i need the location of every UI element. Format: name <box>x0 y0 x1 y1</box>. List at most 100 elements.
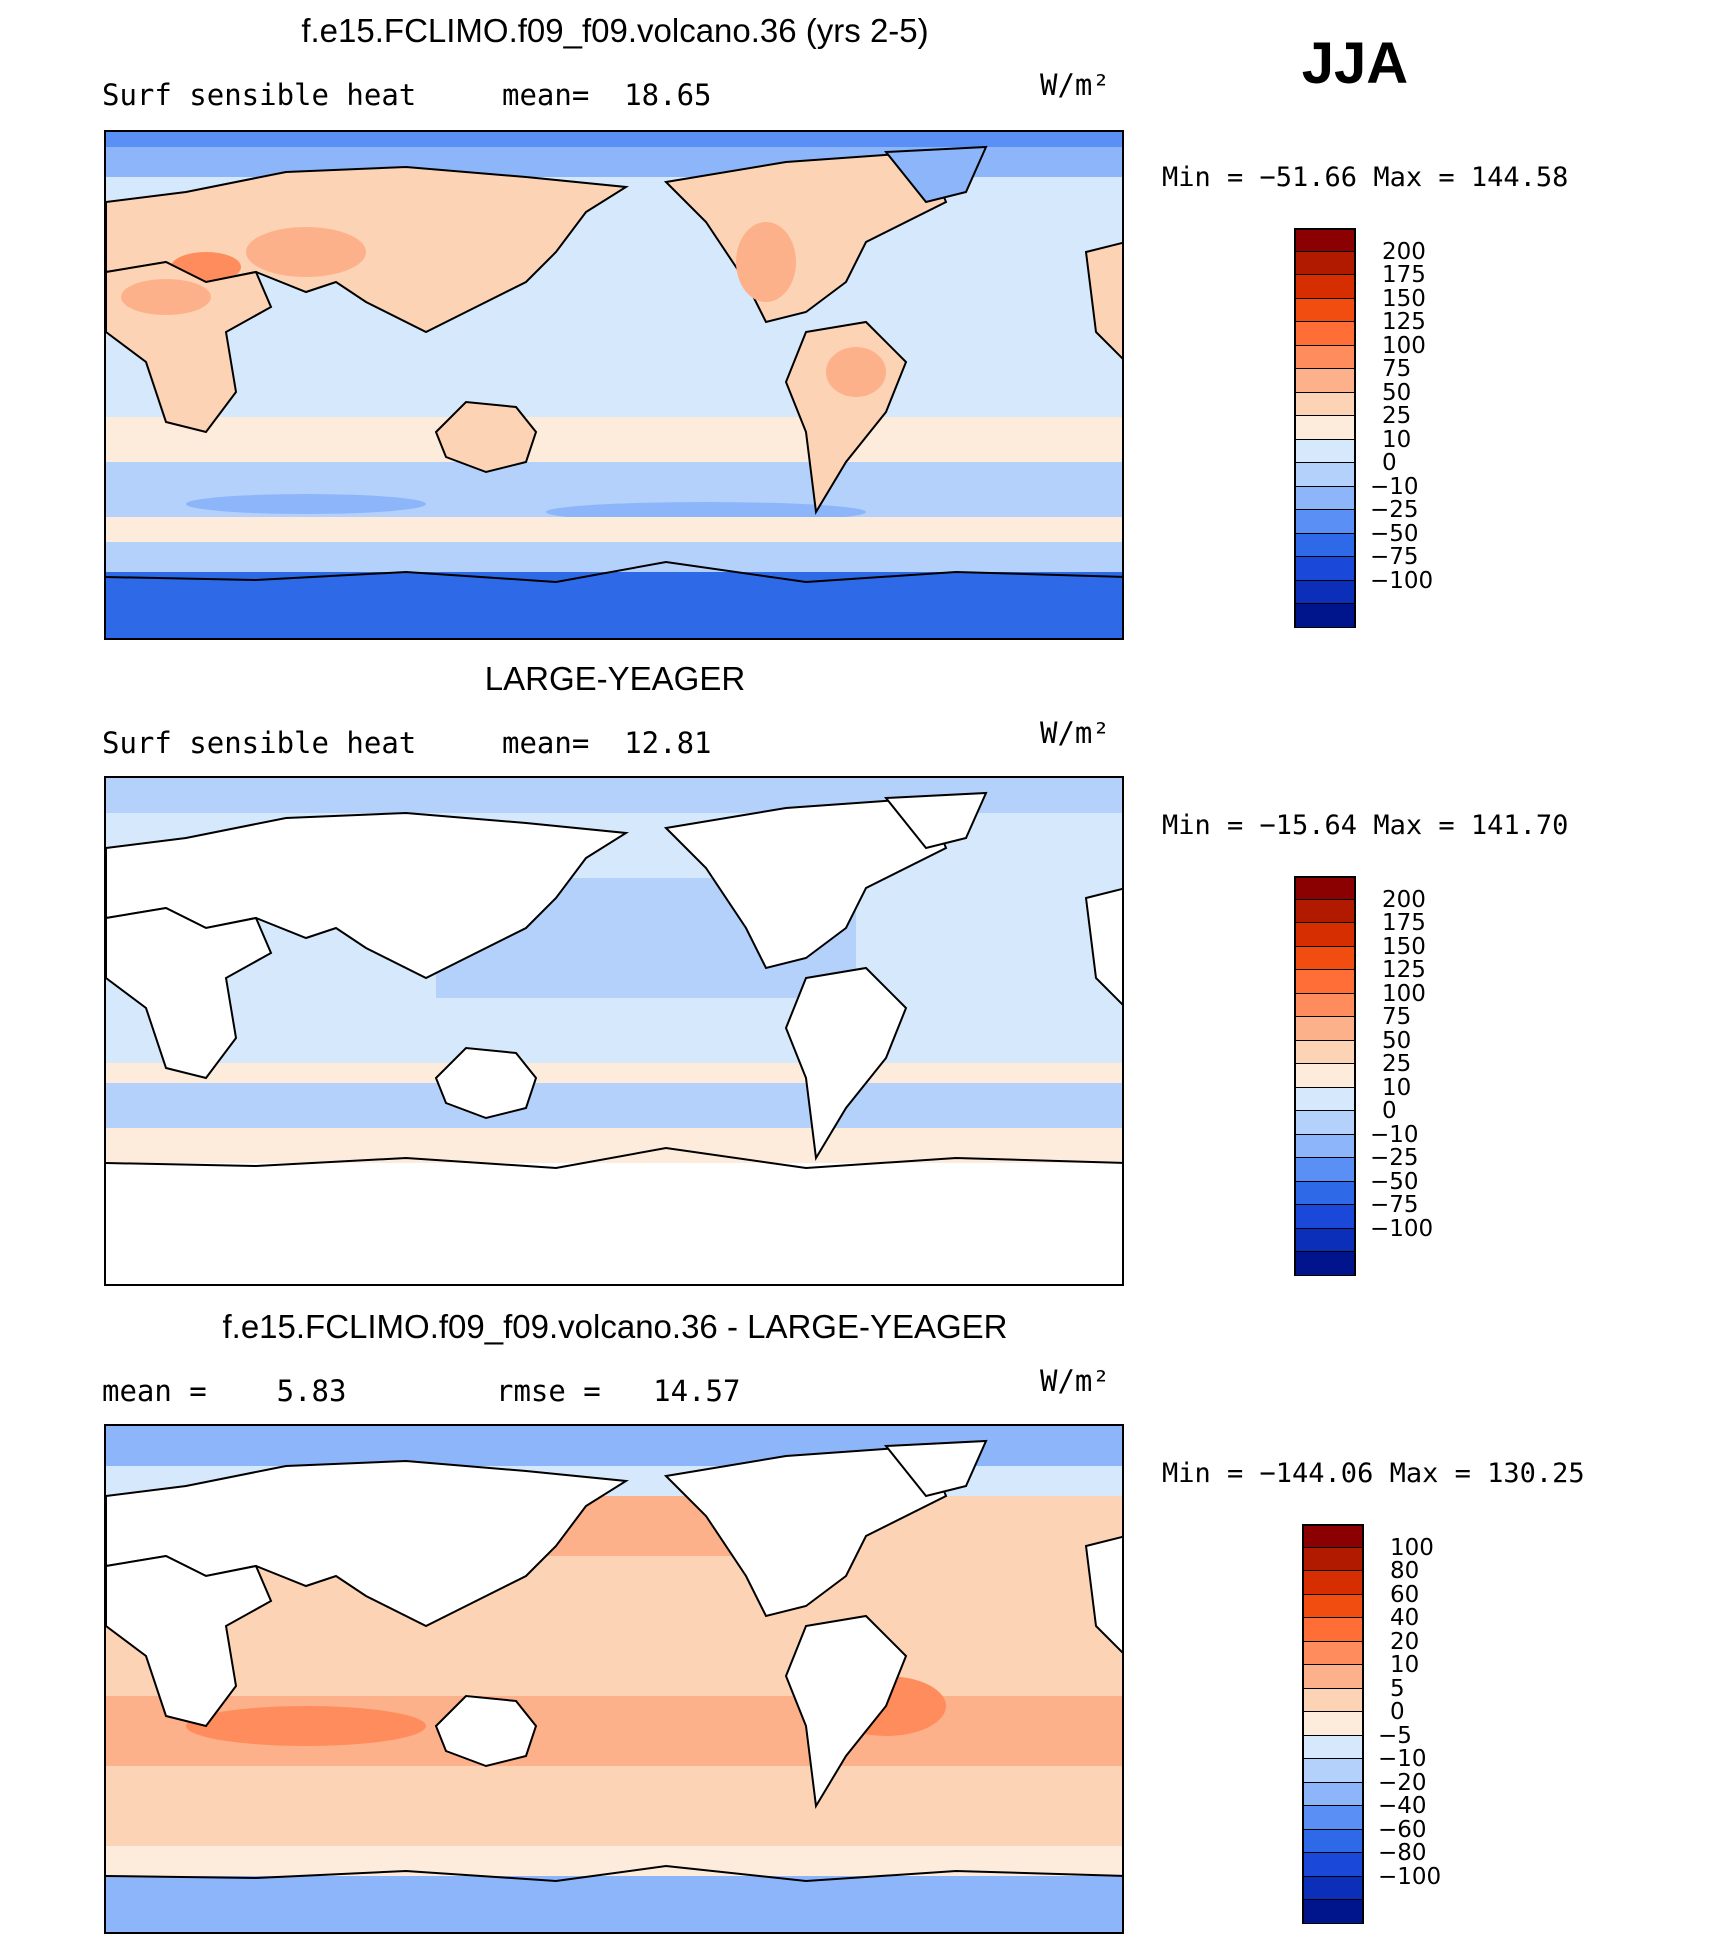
colorbar-swatch <box>1302 1641 1364 1666</box>
colorbar-tick-label: 0 <box>1390 1699 1405 1726</box>
colorbar-swatch <box>1294 439 1356 464</box>
colorbar-tick-label: 50 <box>1382 379 1412 406</box>
colorbar-tick-label: 20 <box>1390 1628 1420 1655</box>
colorbar-swatch <box>1294 416 1356 440</box>
colorbar-tick-label: −75 <box>1370 1192 1419 1219</box>
colorbar-tick-label: −10 <box>1370 1121 1419 1148</box>
colorbar-swatch <box>1294 876 1356 900</box>
panel-2-map-field <box>106 778 1122 1284</box>
colorbar-swatch <box>1294 557 1356 581</box>
colorbar-tick-label: −20 <box>1378 1769 1427 1796</box>
colorbar-swatch <box>1294 993 1356 1018</box>
colorbar-swatch <box>1294 345 1356 370</box>
colorbar-tick-label: −40 <box>1378 1793 1427 1820</box>
colorbar-swatch <box>1294 1158 1356 1182</box>
colorbar-swatch <box>1294 275 1356 299</box>
colorbar-tick-label: 0 <box>1382 1098 1397 1125</box>
colorbar-tick-label: 125 <box>1382 309 1426 336</box>
colorbar-tick-label: 175 <box>1382 262 1426 289</box>
colorbar-swatch <box>1302 1618 1364 1642</box>
colorbar-swatch <box>1302 1524 1364 1548</box>
panel-1-title: f.e15.FCLIMO.f09_f09.volcano.36 (yrs 2-5… <box>301 12 929 49</box>
colorbar-tick-label: 125 <box>1382 957 1426 984</box>
panel-3-mean-label: mean = 5.83 <box>102 1374 347 1408</box>
colorbar-swatch <box>1294 923 1356 947</box>
colorbar-swatch <box>1294 486 1356 511</box>
panel-2-minmax: Min = −15.64 Max = 141.70 <box>1162 810 1569 841</box>
colorbar-swatch <box>1294 392 1356 417</box>
colorbar-swatch <box>1302 1782 1364 1807</box>
colorbar-tick-label: 100 <box>1382 332 1426 359</box>
colorbar-swatch <box>1294 1040 1356 1065</box>
colorbar-tick-label: −100 <box>1370 1215 1434 1242</box>
colorbar-swatch <box>1302 1712 1364 1736</box>
colorbar-swatch <box>1294 463 1356 487</box>
colorbar-tick-label: 10 <box>1382 426 1412 453</box>
panel-2-variable-label: Surf sensible heat <box>102 726 417 760</box>
colorbar-tick-label: 50 <box>1382 1027 1412 1054</box>
colorbar-tick-label: 80 <box>1390 1558 1420 1585</box>
panel-1-mean-label: mean= 18.65 <box>502 78 712 112</box>
panel-3-map <box>104 1424 1124 1934</box>
colorbar-swatch <box>1294 369 1356 393</box>
colorbar-tick-label: −75 <box>1370 544 1419 571</box>
colorbar-swatch <box>1294 1252 1356 1276</box>
colorbar-tick-label: −100 <box>1378 1863 1442 1890</box>
colorbar-swatch <box>1294 1017 1356 1041</box>
panel-2-units-label: W/m² <box>1040 716 1110 750</box>
colorbar-swatch <box>1294 251 1356 276</box>
colorbar-tick-label: 25 <box>1382 403 1412 430</box>
colorbar-swatch <box>1294 1087 1356 1112</box>
colorbar-tick-label: 10 <box>1390 1652 1420 1679</box>
panel-1-map-field <box>106 132 1122 638</box>
colorbar-tick-label: 150 <box>1382 933 1426 960</box>
colorbar-swatch <box>1294 1181 1356 1206</box>
colorbar-tick-label: 100 <box>1382 980 1426 1007</box>
colorbar-tick-label: 200 <box>1382 238 1426 265</box>
colorbar-tick-label: 75 <box>1382 356 1412 383</box>
panel-3-title: f.e15.FCLIMO.f09_f09.volcano.36 - LARGE-… <box>222 1308 1008 1345</box>
colorbar-tick-label: 175 <box>1382 910 1426 937</box>
season-label: JJA <box>1301 31 1409 96</box>
colorbar-tick-label: −25 <box>1370 497 1419 524</box>
colorbar-swatch <box>1302 1594 1364 1619</box>
colorbar-swatch <box>1294 1111 1356 1135</box>
colorbar-swatch <box>1302 1547 1364 1572</box>
panel-2-mean-label: mean= 12.81 <box>502 726 712 760</box>
panel-3-map-field <box>106 1426 1122 1932</box>
colorbar-swatch <box>1302 1571 1364 1595</box>
colorbar-swatch <box>1294 970 1356 994</box>
panel-1-minmax: Min = −51.66 Max = 144.58 <box>1162 162 1569 193</box>
colorbar-tick-label: 0 <box>1382 450 1397 477</box>
colorbar-swatch <box>1302 1688 1364 1713</box>
panel-3-rmse-label: rmse = 14.57 <box>496 1374 741 1408</box>
colorbar-swatch <box>1302 1829 1364 1854</box>
colorbar-tick-label: 100 <box>1390 1534 1434 1561</box>
colorbar-tick-label: 40 <box>1390 1605 1420 1632</box>
colorbar-tick-label: −10 <box>1378 1746 1427 1773</box>
colorbar-tick-label: 10 <box>1382 1074 1412 1101</box>
colorbar-tick-label: 25 <box>1382 1051 1412 1078</box>
colorbar-swatch <box>1302 1665 1364 1689</box>
colorbar-swatch <box>1302 1806 1364 1830</box>
colorbar-swatch <box>1294 1205 1356 1229</box>
colorbar-swatch <box>1302 1900 1364 1924</box>
colorbar-swatch <box>1294 533 1356 558</box>
colorbar-tick-label: 75 <box>1382 1004 1412 1031</box>
colorbar-tick-label: 5 <box>1390 1675 1405 1702</box>
colorbar-swatch <box>1294 322 1356 346</box>
colorbar-tick-label: −25 <box>1370 1145 1419 1172</box>
panel-2-map <box>104 776 1124 1286</box>
colorbar-swatch <box>1294 1228 1356 1253</box>
colorbar-swatch <box>1294 510 1356 534</box>
colorbar-swatch <box>1294 604 1356 628</box>
panel-2-title: LARGE-YEAGER <box>484 660 746 697</box>
colorbar-swatch <box>1294 580 1356 605</box>
panel-1-units-label: W/m² <box>1040 68 1110 102</box>
panel-3-units-label: W/m² <box>1040 1364 1110 1398</box>
colorbar-tick-label: 60 <box>1390 1581 1420 1608</box>
colorbar-tick-label: 200 <box>1382 886 1426 913</box>
colorbar-swatch <box>1302 1853 1364 1877</box>
colorbar-swatch <box>1302 1735 1364 1760</box>
colorbar-tick-label: −10 <box>1370 473 1419 500</box>
